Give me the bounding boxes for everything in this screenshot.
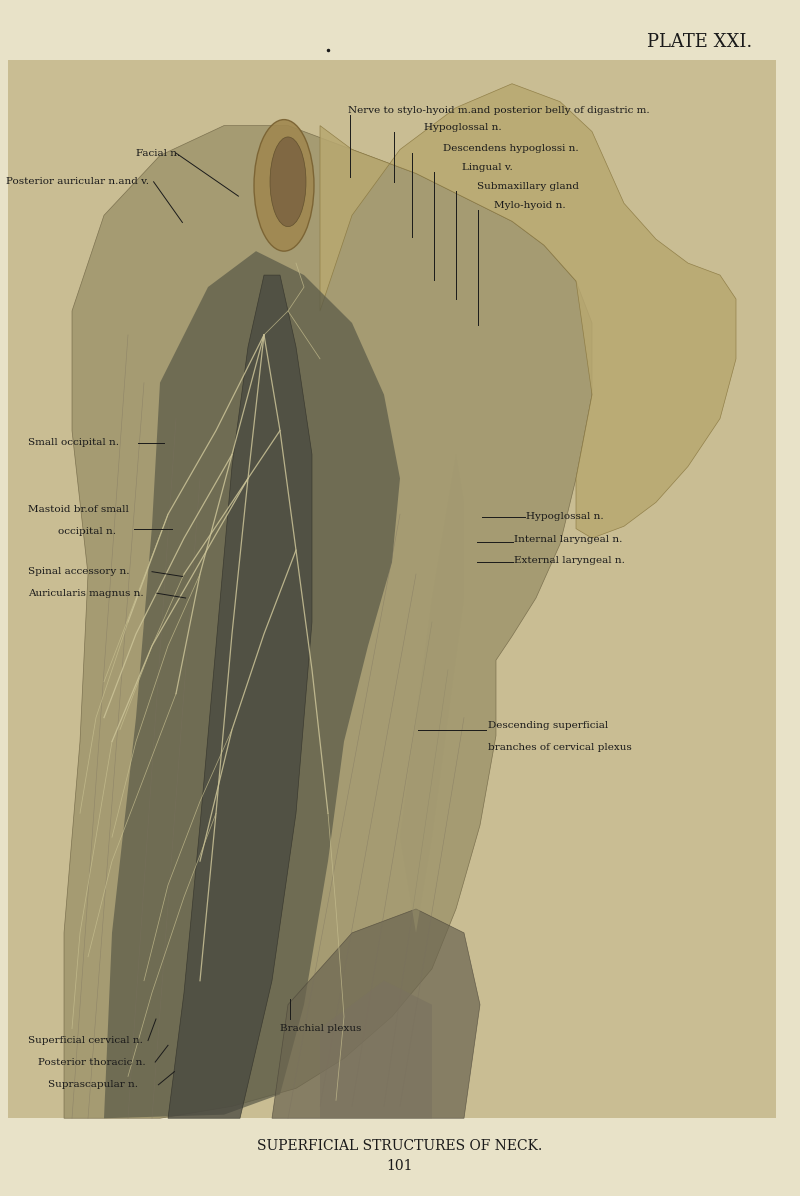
Polygon shape [320, 84, 736, 538]
Text: Facial n.: Facial n. [136, 148, 180, 158]
Text: Descendens hypoglossi n.: Descendens hypoglossi n. [443, 144, 579, 153]
Ellipse shape [254, 120, 314, 251]
Text: Hypoglossal n.: Hypoglossal n. [424, 122, 502, 132]
Text: Submaxillary gland: Submaxillary gland [477, 182, 578, 191]
Polygon shape [400, 454, 464, 933]
Text: Mylo-hyoid n.: Mylo-hyoid n. [494, 201, 566, 210]
Text: Auricularis magnus n.: Auricularis magnus n. [28, 588, 144, 598]
Text: PLATE XXI.: PLATE XXI. [646, 33, 752, 51]
Bar [8, 60, 776, 1118]
Text: Superficial cervical n.: Superficial cervical n. [28, 1036, 143, 1045]
Polygon shape [64, 126, 592, 1118]
Polygon shape [272, 909, 480, 1118]
Text: Posterior auricular n.and v.: Posterior auricular n.and v. [6, 177, 150, 187]
Text: Hypoglossal n.: Hypoglossal n. [526, 512, 604, 521]
Text: Brachial plexus: Brachial plexus [280, 1024, 362, 1033]
Ellipse shape [270, 138, 306, 227]
Text: branches of cervical plexus: branches of cervical plexus [488, 743, 632, 752]
Text: Posterior thoracic n.: Posterior thoracic n. [38, 1057, 146, 1067]
Polygon shape [168, 275, 312, 1118]
Polygon shape [104, 251, 400, 1118]
Text: Suprascapular n.: Suprascapular n. [48, 1080, 138, 1090]
Text: Internal laryngeal n.: Internal laryngeal n. [514, 535, 622, 544]
Text: Spinal accessory n.: Spinal accessory n. [28, 567, 130, 576]
Polygon shape [320, 981, 432, 1118]
Text: SUPERFICIAL STRUCTURES OF NECK.: SUPERFICIAL STRUCTURES OF NECK. [258, 1139, 542, 1153]
Text: External laryngeal n.: External laryngeal n. [514, 556, 626, 566]
Text: Nerve to stylo-hyoid m.and posterior belly of digastric m.: Nerve to stylo-hyoid m.and posterior bel… [348, 105, 650, 115]
Text: Descending superficial: Descending superficial [488, 721, 608, 731]
Text: 101: 101 [386, 1159, 414, 1173]
Text: Lingual v.: Lingual v. [462, 163, 512, 172]
Text: occipital n.: occipital n. [58, 526, 117, 536]
Text: Mastoid br.of small: Mastoid br.of small [28, 505, 129, 514]
Text: Small occipital n.: Small occipital n. [28, 438, 119, 447]
